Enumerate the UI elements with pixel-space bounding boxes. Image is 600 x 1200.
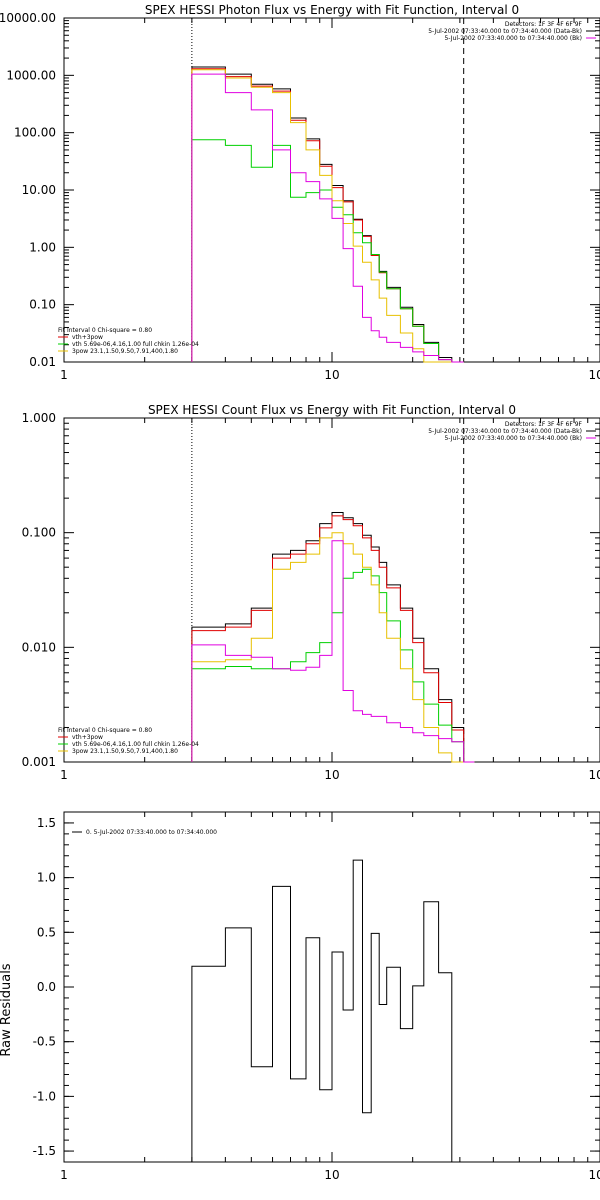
legend-text: 5-Jul-2002 07:33:40.000 to 07:34:40.000 …	[444, 435, 582, 442]
x-tick-label: 10	[324, 368, 339, 382]
series-line	[191, 68, 464, 363]
y-tick-label: 0.010	[22, 640, 56, 654]
series-line	[191, 532, 475, 763]
legend-text: Detectors: 1F 3F 4F 6F 9F	[505, 21, 583, 28]
y-tick-label: 0.0	[37, 980, 56, 994]
y-tick-label: 0.100	[22, 526, 56, 540]
x-tick-label: 1	[60, 768, 68, 782]
y-tick-label: 1000.00	[6, 68, 56, 82]
x-tick-label: 100	[589, 368, 600, 382]
series-line	[191, 66, 464, 363]
legend-text: 0. 5-Jul-2002 07:33:40.000 to 07:34:40.0…	[86, 829, 217, 836]
legend-text: vth 5.69e-06,4.16,1.00 full chkin 1.26e-…	[72, 741, 199, 748]
series-line	[191, 69, 464, 363]
y-tick-label: 1.00	[29, 240, 56, 254]
y-tick-label: 0.5	[37, 925, 56, 939]
y-tick-label: -1.5	[33, 1144, 56, 1158]
legend-text: 5-Jul-2002 07:33:40.000 to 07:34:40.000 …	[428, 428, 582, 435]
series-line	[191, 540, 475, 763]
series-line	[191, 859, 464, 1163]
fit-legend-header: Fit Interval 0 Chi-square = 0.80	[58, 327, 152, 334]
count-flux-title: SPEX HESSI Count Flux vs Energy with Fit…	[148, 403, 516, 417]
legend-text: vth 5.69e-06,4.16,1.00 full chkin 1.26e-…	[72, 341, 199, 348]
y-tick-label: 0.001	[22, 755, 56, 769]
x-tick-label: 10	[324, 768, 339, 782]
legend-text: 5-Jul-2002 07:33:40.000 to 07:34:40.000 …	[428, 28, 582, 35]
y-tick-label: 1.000	[22, 411, 56, 425]
y-tick-label: 100.00	[14, 126, 56, 140]
legend-text: vth+3pow	[72, 334, 103, 341]
y-tick-label: 1.5	[37, 816, 56, 830]
y-tick-label: 1.0	[37, 871, 56, 885]
series-line	[191, 73, 464, 363]
y-tick-label: 0.01	[29, 355, 56, 369]
y-tick-label: -0.5	[33, 1035, 56, 1049]
legend-text: 3pow 23.1,1.50,9.50,7.91,400,1.80	[72, 348, 178, 355]
series-line	[191, 568, 475, 763]
y-tick-label: 0.10	[29, 298, 56, 312]
series-line	[191, 512, 475, 763]
photon-flux-panel: SPEX HESSI Photon Flux vs Energy with Fi…	[0, 3, 600, 382]
residuals-panel: Raw Residuals 1 10 100 -1.5 -1.0 -0.5 0.0 0.5 1.…	[0, 811, 600, 1182]
series-line	[191, 515, 475, 763]
legend-text: vth+3pow	[72, 734, 103, 741]
x-tick-label: 1	[60, 368, 68, 382]
count-flux-panel: SPEX HESSI Count Flux vs Energy with Fit…	[22, 403, 600, 782]
x-tick-label: 100	[589, 1168, 600, 1182]
series-line	[191, 139, 464, 363]
legend-text: 5-Jul-2002 07:33:40.000 to 07:34:40.000 …	[444, 35, 582, 42]
x-tick-label: 100	[589, 768, 600, 782]
y-tick-label: 10.00	[22, 183, 56, 197]
y-tick-label: -1.0	[33, 1089, 56, 1103]
x-tick-label: 10	[324, 1168, 339, 1182]
photon-flux-title: SPEX HESSI Photon Flux vs Energy with Fi…	[145, 3, 519, 17]
x-tick-label: 1	[60, 1168, 68, 1182]
legend-text: 3pow 23.1,1.50,9.50,7.91,400,1.80	[72, 748, 178, 755]
y-tick-label: 10000.00	[0, 11, 56, 25]
residuals-ylabel: Raw Residuals	[0, 963, 14, 1056]
fit-legend-header: Fit Interval 0 Chi-square = 0.80	[58, 727, 152, 734]
legend-text: Detectors: 1F 3F 4F 6F 9F	[505, 421, 583, 428]
